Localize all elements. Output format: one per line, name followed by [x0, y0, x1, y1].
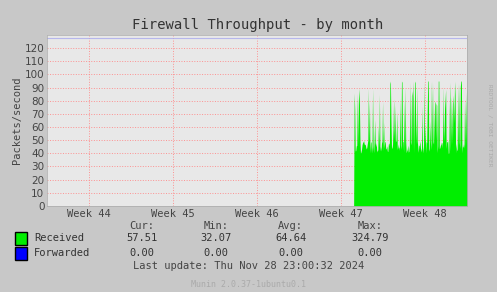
Title: Firewall Throughput - by month: Firewall Throughput - by month	[132, 18, 383, 32]
Text: Avg:: Avg:	[278, 221, 303, 231]
Text: Received: Received	[34, 233, 84, 243]
Y-axis label: Packets/second: Packets/second	[12, 77, 22, 164]
Text: 0.00: 0.00	[278, 248, 303, 258]
Text: 0.00: 0.00	[358, 248, 383, 258]
Text: 64.64: 64.64	[275, 233, 306, 243]
Text: RRDTOOL / TOBI OETIKER: RRDTOOL / TOBI OETIKER	[487, 84, 492, 167]
Text: 0.00: 0.00	[204, 248, 229, 258]
Text: Last update: Thu Nov 28 23:00:32 2024: Last update: Thu Nov 28 23:00:32 2024	[133, 261, 364, 271]
Text: 324.79: 324.79	[351, 233, 389, 243]
Text: Cur:: Cur:	[129, 221, 154, 231]
Text: 0.00: 0.00	[129, 248, 154, 258]
Text: Max:: Max:	[358, 221, 383, 231]
Text: Min:: Min:	[204, 221, 229, 231]
Text: 57.51: 57.51	[126, 233, 157, 243]
Text: 32.07: 32.07	[201, 233, 232, 243]
Text: Munin 2.0.37-1ubuntu0.1: Munin 2.0.37-1ubuntu0.1	[191, 280, 306, 289]
Text: Forwarded: Forwarded	[34, 248, 90, 258]
